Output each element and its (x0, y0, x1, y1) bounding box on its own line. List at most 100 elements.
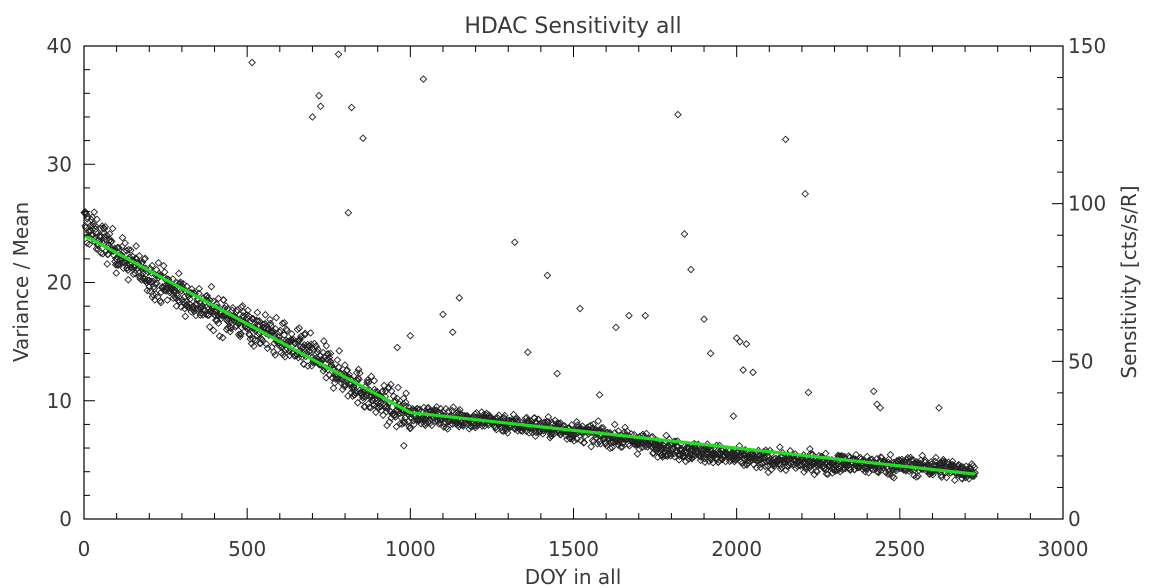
data-point (701, 458, 709, 466)
y2-tick-label: 100 (1068, 192, 1106, 216)
data-point (704, 448, 713, 457)
data-point (391, 413, 400, 421)
data-point (500, 411, 509, 420)
data-point (295, 324, 304, 332)
data-point (736, 337, 744, 346)
data-point (713, 450, 722, 458)
data-point (873, 400, 881, 409)
data-point (448, 328, 457, 337)
data-point (800, 468, 808, 476)
data-point (173, 291, 182, 300)
data-point (347, 103, 356, 112)
data-point (586, 421, 595, 430)
data-point (308, 113, 317, 121)
y-tick-label: 20 (47, 271, 72, 295)
data-point (729, 412, 738, 420)
data-point (329, 384, 338, 392)
x-tick-label: 3000 (1038, 537, 1089, 561)
data-point (932, 453, 940, 462)
data-point (939, 455, 948, 464)
data-point (387, 380, 395, 389)
y-axis-right: 0 50 100 150 (1052, 34, 1106, 531)
data-point (181, 312, 190, 321)
data-point (643, 443, 652, 451)
data-point (271, 325, 280, 333)
data-point (293, 325, 302, 334)
data-point (869, 387, 878, 396)
data-point (864, 468, 873, 477)
data-point (88, 213, 97, 221)
data-point (674, 110, 682, 119)
data-point (381, 403, 390, 412)
data-point (102, 231, 111, 240)
data-point (950, 476, 959, 485)
data-point (383, 402, 392, 410)
data-point (91, 221, 100, 230)
y-axis-label: Variance / Mean (9, 202, 33, 362)
data-point (288, 349, 296, 357)
data-point (204, 311, 212, 320)
data-point (495, 411, 503, 420)
x-tick-label: 0 (78, 537, 91, 561)
data-point (159, 261, 168, 270)
data-point (700, 315, 708, 323)
data-point (126, 246, 135, 255)
data-point (334, 50, 343, 59)
data-point (810, 457, 819, 466)
data-point (503, 429, 512, 437)
data-point (942, 473, 951, 482)
data-point (285, 351, 294, 360)
data-point (449, 403, 458, 412)
data-point (876, 404, 885, 412)
x-axis-label: DOY in all (525, 565, 622, 588)
data-point (151, 279, 160, 288)
data-point (315, 91, 323, 100)
x-tick-label: 2000 (711, 537, 762, 561)
data-point (363, 376, 372, 384)
data-point (380, 381, 388, 390)
data-point (215, 332, 224, 340)
fit-line (83, 233, 976, 476)
data-point (248, 58, 256, 67)
y-axis-left: 0 10 20 30 40 (47, 34, 95, 531)
data-point (195, 284, 203, 293)
data-point (662, 431, 671, 440)
data-point (303, 362, 312, 370)
data-point (742, 340, 751, 348)
data-point (232, 321, 241, 330)
data-point (280, 331, 289, 339)
data-point (355, 375, 363, 384)
data-point (806, 445, 814, 453)
data-point (300, 360, 308, 368)
data-point (474, 420, 482, 429)
data-point (356, 369, 364, 377)
data-point (352, 387, 360, 395)
data-point (612, 323, 620, 332)
data-point (544, 413, 553, 421)
data-point (250, 342, 258, 350)
y2-tick-label: 0 (1068, 507, 1081, 531)
data-point (587, 442, 596, 451)
data-point (149, 290, 157, 299)
data-point (387, 387, 396, 395)
data-point (341, 361, 349, 369)
data-point (685, 443, 693, 452)
data-point (141, 254, 150, 263)
data-point (755, 460, 764, 469)
data-point (364, 378, 373, 387)
data-point (242, 313, 251, 322)
data-point (307, 340, 315, 349)
data-point (399, 441, 408, 450)
x-tick-label: 500 (228, 537, 266, 561)
data-point (525, 429, 533, 437)
data-point (599, 423, 607, 432)
data-point (237, 303, 246, 311)
data-point (761, 462, 770, 471)
data-point (455, 405, 464, 414)
data-point (316, 102, 325, 111)
data-point (160, 286, 168, 295)
data-point (903, 453, 912, 462)
data-point (884, 470, 892, 478)
data-point (101, 222, 110, 231)
